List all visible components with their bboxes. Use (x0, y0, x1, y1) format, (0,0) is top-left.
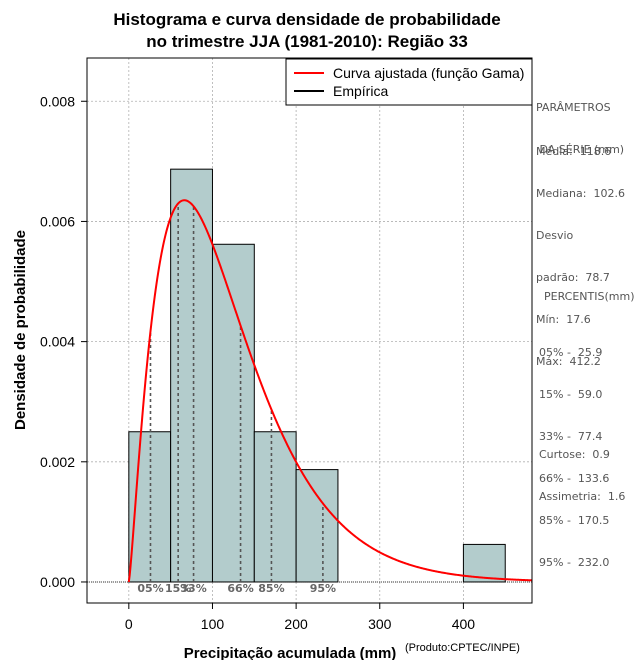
y-tick-label-1: 0.002 (40, 454, 75, 470)
x-axis-label: Precipitação acumulada (mm) (184, 645, 397, 660)
percentile-label-5: 95% (310, 582, 336, 595)
legend-label-empirical: Empírica (333, 83, 388, 99)
percentile-label-2: 33% (180, 582, 206, 595)
percentile-label-1: 15% (165, 582, 191, 595)
histogram-bar (295, 469, 339, 583)
stat-std-line1: Desvio (536, 229, 574, 242)
stat-max: Máx: 412.2 (536, 355, 601, 368)
x-tick-label-2: 200 (284, 616, 308, 632)
histogram-bar (253, 431, 297, 583)
percentil-66: 66% - 133.6 (539, 472, 610, 485)
shape-stats: Curtose: 0.9 Assimetria: 1.6 (539, 420, 625, 518)
credit-text: (Produto:CPTEC/INPE) (405, 642, 520, 654)
params-list: Média: 118.6 Mediana: 102.6 Desvio padrã… (536, 117, 625, 383)
percentis-title: PERCENTIS(mm) (544, 290, 635, 303)
percentil-33: 33% - 77.4 (539, 430, 603, 443)
percentile-label-3: 66% (227, 582, 253, 595)
params-title-line2: DA SÉRIE (mm) (536, 143, 625, 156)
y-tick-label-2: 0.004 (40, 334, 75, 350)
params-title-line1: PARÂMETROS (536, 101, 611, 114)
plot-area: 05% 15%33% 66% 85% 95% 0 100 200 300 400 0.000 0.00… (40, 57, 533, 632)
x-tick-label-4: 400 (452, 616, 476, 632)
stat-curtose: Curtose: 0.9 (539, 448, 610, 461)
stat-mean: Média: 118.6 (536, 145, 612, 158)
plot-frame (86, 57, 533, 604)
stat-std-line2: padrão: 78.7 (536, 271, 610, 284)
stat-assimetria: Assimetria: 1.6 (539, 490, 626, 503)
percentil-95: 95% - 232.0 (539, 556, 610, 569)
percentile-label-4: 85% (258, 582, 284, 595)
stat-median: Mediana: 102.6 (536, 187, 625, 200)
percentis-list: 05% - 25.9 15% - 59.0 33% - 77.4 66% - 1… (539, 318, 609, 584)
params-title: PARÂMETROS DA SÉRIE (mm) (536, 73, 624, 171)
y-tick-label-0: 0.000 (40, 574, 75, 590)
y-tick-label-4: 0.008 (40, 93, 75, 109)
x-tick-label-1: 100 (201, 616, 225, 632)
percentil-85: 85% - 170.5 (539, 514, 610, 527)
x-tick-label-3: 300 (368, 616, 392, 632)
histogram-bar (211, 243, 255, 583)
y-tick-label-3: 0.006 (40, 213, 75, 229)
chart-title-line2: no trimestre JJA (1981-2010): Região 33 (146, 32, 468, 51)
percentile-label-0: 05% (137, 582, 163, 595)
stat-min: Mín: 17.6 (536, 313, 591, 326)
percentil-15: 15% - 59.0 (539, 388, 603, 401)
y-axis-label: Densidade de probabilidade (12, 230, 29, 430)
legend: Curva ajustada (função Gama) Empírica (285, 58, 533, 106)
fitted-gamma-curve (127, 199, 533, 583)
percentil-05: 05% - 25.9 (539, 346, 603, 359)
legend-box (285, 58, 533, 106)
x-tick-label-0: 0 (125, 616, 133, 632)
chart-title-line1: Histograma e curva densidade de probabil… (113, 10, 500, 29)
legend-label-curve: Curva ajustada (função Gama) (333, 65, 524, 81)
